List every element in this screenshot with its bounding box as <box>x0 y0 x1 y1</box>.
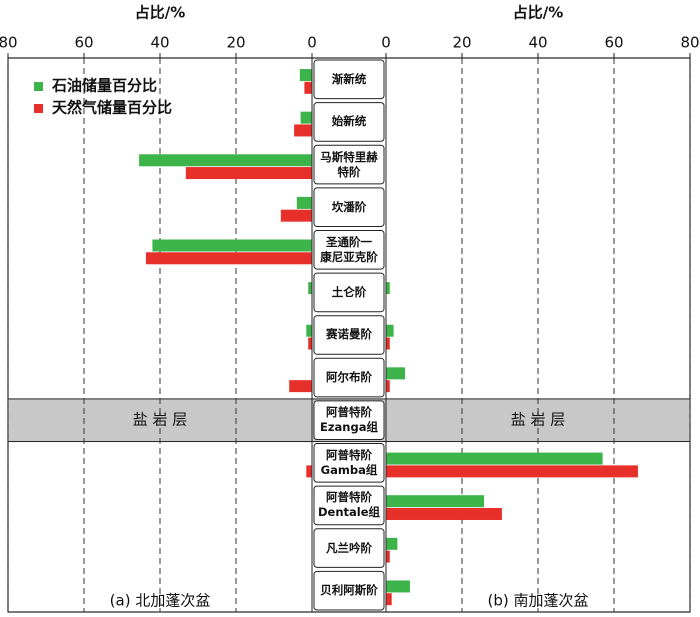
category-label: 阿尔布阶 <box>326 370 372 385</box>
bar <box>308 337 312 350</box>
category-box <box>313 187 385 227</box>
legend-swatch <box>34 104 43 113</box>
bar <box>152 239 312 252</box>
x-tick-label: 20 <box>226 34 245 52</box>
x-axis-label: 占比/% <box>135 4 186 22</box>
bar <box>304 81 312 94</box>
bar <box>386 593 392 606</box>
bar <box>306 324 312 337</box>
panel-title: (b) 南加蓬次盆 <box>488 592 589 610</box>
bar <box>386 495 485 508</box>
panel-title: (a) 北加蓬次盆 <box>110 592 211 610</box>
bar <box>386 507 502 520</box>
category-label: 土仑阶 <box>331 284 367 299</box>
category-label: 阿普特阶 Dentale组 <box>317 490 381 520</box>
x-tick-label: 60 <box>74 34 93 52</box>
bar <box>386 380 390 393</box>
category-box <box>313 485 385 526</box>
category-label: 阿普特阶 Gamba组 <box>320 447 378 477</box>
bar <box>300 111 312 124</box>
category-box <box>313 443 385 483</box>
category-box <box>313 229 385 270</box>
bar <box>386 324 394 337</box>
category-box <box>313 570 385 611</box>
bar <box>280 209 312 222</box>
category-label: 凡兰吟阶 <box>326 540 372 555</box>
bar <box>289 380 312 393</box>
bar <box>386 367 405 380</box>
category-label: 阿普特阶 Ezanga组 <box>320 405 378 435</box>
x-tick-label: 40 <box>150 34 169 52</box>
x-tick-label: 80 <box>680 34 699 52</box>
bar <box>386 337 390 350</box>
legend-label: 石油储量百分比 <box>51 77 157 95</box>
category-box <box>313 400 385 441</box>
salt-label: 盐 岩 层 <box>511 411 566 429</box>
bar <box>145 252 312 265</box>
category-box <box>313 357 385 398</box>
legend-label: 天然气储量百分比 <box>52 99 172 117</box>
x-axis-label: 占比/% <box>513 4 564 22</box>
salt-label: 盐 岩 层 <box>133 411 188 429</box>
category-label: 始新统 <box>331 114 367 129</box>
category-box <box>313 102 385 142</box>
category-box <box>313 59 385 100</box>
category-box <box>313 528 385 568</box>
x-tick-label: 60 <box>604 34 623 52</box>
x-tick-label: 80 <box>0 34 18 52</box>
bar <box>386 465 638 478</box>
category-box <box>313 315 385 355</box>
bar <box>299 69 312 82</box>
category-label: 贝利阿斯阶 <box>320 583 378 598</box>
x-tick-label: 20 <box>452 34 471 52</box>
category-label: 渐新统 <box>331 71 367 86</box>
bar <box>296 196 312 209</box>
category-box <box>313 272 385 313</box>
bar <box>185 167 312 180</box>
legend-swatch <box>34 82 43 91</box>
category-label: 圣通阶一 康尼亚克阶 <box>320 234 378 264</box>
x-tick-label: 40 <box>528 34 547 52</box>
x-tick-label: 0 <box>381 34 391 52</box>
bar <box>139 154 312 167</box>
bar <box>386 580 410 593</box>
bar <box>386 282 390 295</box>
category-box <box>313 144 385 185</box>
category-label: 赛诺曼阶 <box>326 327 372 342</box>
category-label: 马斯特里赫 特阶 <box>320 149 378 179</box>
bar <box>386 537 398 550</box>
bar <box>386 452 603 465</box>
bar <box>308 282 312 295</box>
x-tick-label: 0 <box>307 34 317 52</box>
bar <box>294 124 312 137</box>
bar <box>386 550 390 563</box>
bar <box>306 465 312 478</box>
category-label: 坎潘阶 <box>331 199 367 214</box>
